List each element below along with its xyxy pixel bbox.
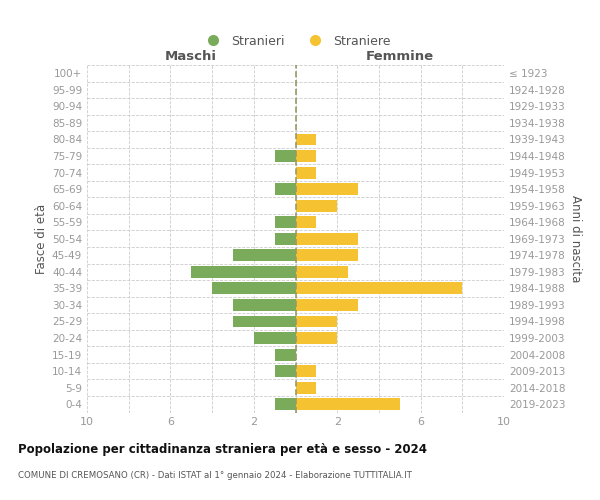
Bar — [275, 216, 296, 228]
Bar — [275, 183, 296, 195]
Bar — [296, 266, 347, 278]
Bar — [296, 183, 358, 195]
Bar — [296, 233, 358, 244]
Bar — [254, 332, 296, 344]
Legend: Stranieri, Straniere: Stranieri, Straniere — [196, 30, 395, 52]
Y-axis label: Fasce di età: Fasce di età — [35, 204, 48, 274]
Text: Maschi: Maschi — [165, 50, 217, 62]
Bar — [296, 166, 316, 178]
Bar — [191, 266, 296, 278]
Bar — [296, 398, 400, 410]
Bar — [296, 216, 316, 228]
Bar — [296, 150, 316, 162]
Bar — [296, 299, 358, 311]
Text: COMUNE DI CREMOSANO (CR) - Dati ISTAT al 1° gennaio 2024 - Elaborazione TUTTITAL: COMUNE DI CREMOSANO (CR) - Dati ISTAT al… — [18, 471, 412, 480]
Bar — [296, 332, 337, 344]
Bar — [275, 365, 296, 377]
Bar — [275, 348, 296, 360]
Bar — [233, 250, 296, 262]
Bar — [296, 250, 358, 262]
Bar — [296, 382, 316, 394]
Text: Femmine: Femmine — [365, 50, 434, 62]
Bar — [233, 316, 296, 328]
Bar — [275, 398, 296, 410]
Bar — [296, 365, 316, 377]
Bar — [296, 134, 316, 145]
Bar — [296, 316, 337, 328]
Y-axis label: Anni di nascita: Anni di nascita — [569, 195, 582, 282]
Bar — [275, 233, 296, 244]
Bar — [275, 150, 296, 162]
Bar — [296, 200, 337, 211]
Bar — [212, 282, 296, 294]
Bar — [296, 282, 463, 294]
Text: Popolazione per cittadinanza straniera per età e sesso - 2024: Popolazione per cittadinanza straniera p… — [18, 442, 427, 456]
Bar — [233, 299, 296, 311]
